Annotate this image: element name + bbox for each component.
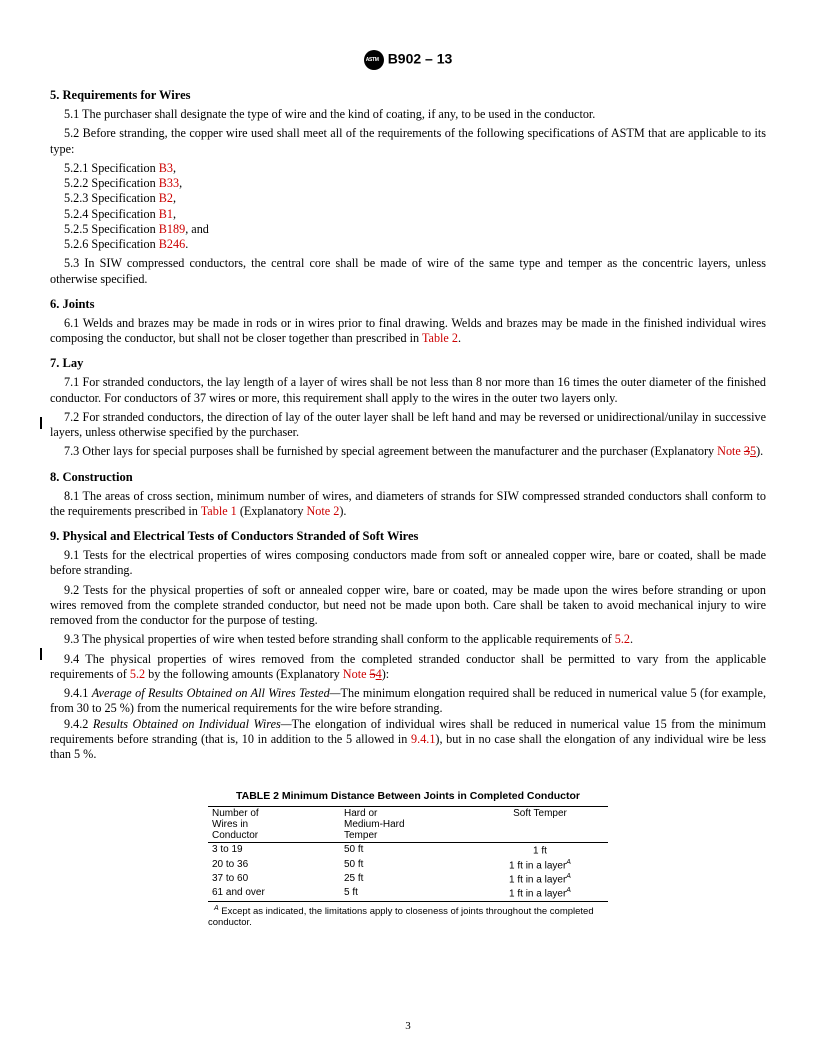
link-b246[interactable]: B246 <box>159 237 185 251</box>
para-5-3: 5.3 In SIW compressed conductors, the ce… <box>50 256 766 287</box>
link-note2[interactable]: Note 2 <box>306 504 339 518</box>
para-5-2-2: 5.2.2 Specification B33, <box>50 176 766 191</box>
link-b2[interactable]: B2 <box>159 191 173 205</box>
para-5-2: 5.2 Before stranding, the copper wire us… <box>50 126 766 157</box>
table-row: 61 and over5 ft 1 ft in a layerA <box>208 886 608 901</box>
para-9-4-2: 9.4.2 Results Obtained on Individual Wir… <box>50 717 766 763</box>
astm-logo <box>364 50 384 70</box>
para-7-1: 7.1 For stranded conductors, the lay len… <box>50 375 766 406</box>
para-9-4-1: 9.4.1 Average of Results Obtained on All… <box>50 686 766 717</box>
para-5-1: 5.1 The purchaser shall designate the ty… <box>50 107 766 122</box>
table-row: 3 to 1950 ft 1 ft <box>208 843 608 858</box>
para-8-1: 8.1 The areas of cross section, minimum … <box>50 489 766 520</box>
section-6-title: 6. Joints <box>50 297 766 312</box>
link-b1[interactable]: B1 <box>159 207 173 221</box>
para-5-2-3: 5.2.3 Specification B2, <box>50 191 766 206</box>
link-note-54[interactable]: Note 54 <box>343 667 382 681</box>
link-52a[interactable]: 5.2 <box>615 632 630 646</box>
table-2-head-1: Number ofWires inConductor <box>208 807 340 843</box>
table-2-head-2: Hard orMedium-HardTemper <box>340 807 472 843</box>
table-2: TABLE 2 Minimum Distance Between Joints … <box>208 790 608 928</box>
para-9-4: 9.4 The physical properties of wires rem… <box>50 652 766 683</box>
section-9-title: 9. Physical and Electrical Tests of Cond… <box>50 529 766 544</box>
table-2-title: TABLE 2 Minimum Distance Between Joints … <box>208 790 608 802</box>
para-5-2-6: 5.2.6 Specification B246. <box>50 237 766 252</box>
link-note-35[interactable]: Note 35 <box>717 444 756 458</box>
page-number: 3 <box>0 1020 816 1032</box>
section-8-title: 8. Construction <box>50 470 766 485</box>
link-b33[interactable]: B33 <box>159 176 179 190</box>
para-5-2-4: 5.2.4 Specification B1, <box>50 207 766 222</box>
link-52b[interactable]: 5.2 <box>130 667 145 681</box>
para-9-3: 9.3 The physical properties of wire when… <box>50 632 766 647</box>
para-7-2: 7.2 For stranded conductors, the directi… <box>50 410 766 441</box>
link-table2[interactable]: Table 2 <box>422 331 458 345</box>
para-9-2: 9.2 Tests for the physical properties of… <box>50 583 766 629</box>
doc-number: B902 – 13 <box>388 51 453 67</box>
table-2-head-3: Soft Temper <box>472 807 608 843</box>
section-5-title: 5. Requirements for Wires <box>50 88 766 103</box>
section-7-title: 7. Lay <box>50 356 766 371</box>
table-row: 20 to 3650 ft 1 ft in a layerA <box>208 858 608 872</box>
para-7-3: 7.3 Other lays for special purposes shal… <box>50 444 766 459</box>
link-941[interactable]: 9.4.1 <box>411 732 435 746</box>
change-bar <box>40 417 42 429</box>
para-5-2-5: 5.2.5 Specification B189, and <box>50 222 766 237</box>
para-5-2-1: 5.2.1 Specification B3, <box>50 161 766 176</box>
para-9-1: 9.1 Tests for the electrical properties … <box>50 548 766 579</box>
change-bar <box>40 648 42 660</box>
link-b189[interactable]: B189 <box>159 222 185 236</box>
link-table1[interactable]: Table 1 <box>201 504 237 518</box>
table-2-footnote: A Except as indicated, the limitations a… <box>208 905 608 929</box>
table-row: 37 to 6025 ft 1 ft in a layerA <box>208 872 608 886</box>
link-b3[interactable]: B3 <box>159 161 173 175</box>
document-header: B902 – 13 <box>50 50 766 70</box>
para-6-1: 6.1 Welds and brazes may be made in rods… <box>50 316 766 347</box>
